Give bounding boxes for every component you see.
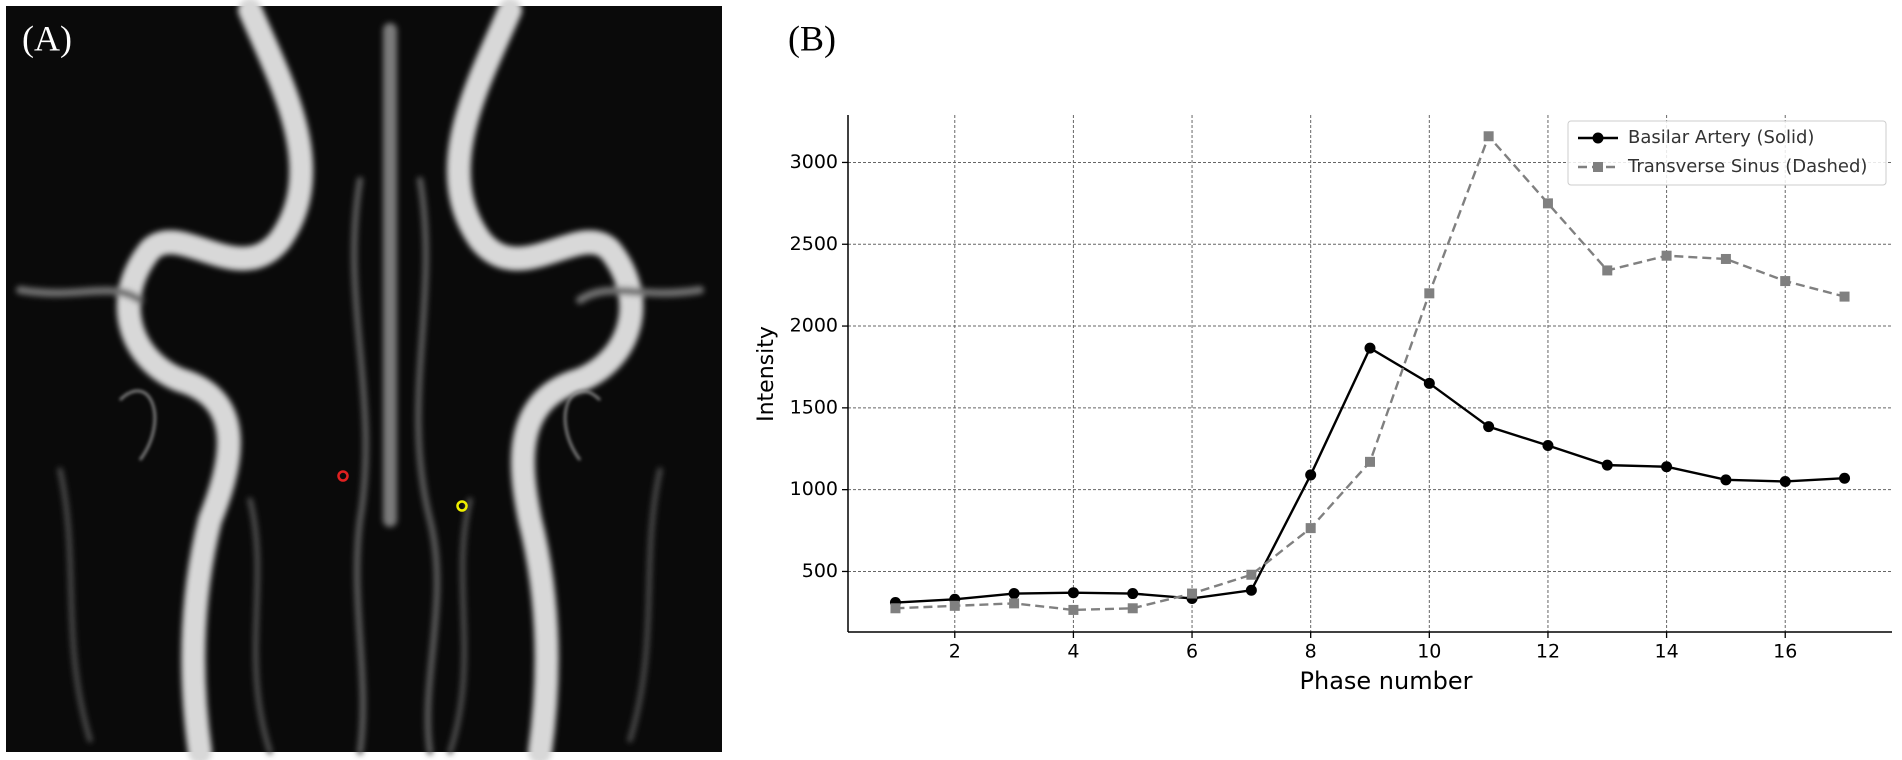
data-point bbox=[1661, 461, 1673, 473]
data-point bbox=[1364, 342, 1376, 354]
data-point bbox=[1483, 421, 1495, 433]
y-tick-label: 500 bbox=[802, 560, 838, 582]
x-tick-label: 6 bbox=[1186, 641, 1198, 663]
legend-label: Transverse Sinus (Dashed) bbox=[1627, 156, 1867, 177]
x-tick-label: 16 bbox=[1773, 641, 1797, 663]
data-point bbox=[1424, 288, 1435, 299]
panel-label: (A) bbox=[22, 18, 72, 58]
data-point bbox=[1305, 469, 1317, 481]
data-point bbox=[1245, 584, 1257, 596]
data-point bbox=[1542, 198, 1553, 209]
data-point bbox=[1661, 250, 1672, 261]
x-tick-label: 10 bbox=[1417, 641, 1441, 663]
roi-red bbox=[337, 470, 349, 482]
data-point bbox=[1779, 475, 1791, 487]
series-line bbox=[895, 346, 1845, 604]
mra-image bbox=[6, 0, 722, 760]
data-point bbox=[1127, 588, 1139, 600]
x-tick-label: 12 bbox=[1536, 641, 1560, 663]
data-point bbox=[1839, 472, 1851, 484]
x-tick-label: 14 bbox=[1654, 641, 1678, 663]
y-tick-label: 1000 bbox=[790, 478, 838, 500]
y-tick-label: 3000 bbox=[790, 151, 838, 173]
data-point bbox=[890, 603, 901, 614]
data-point bbox=[1067, 587, 1079, 599]
data-point bbox=[1720, 474, 1732, 486]
data-point bbox=[1780, 276, 1791, 287]
series-line bbox=[895, 133, 1845, 612]
data-point bbox=[1423, 377, 1435, 389]
data-point bbox=[1008, 588, 1020, 600]
data-point bbox=[1365, 456, 1375, 467]
data-point bbox=[1483, 131, 1494, 142]
data-point bbox=[1839, 291, 1850, 302]
legend-marker bbox=[1593, 162, 1603, 172]
x-tick-label: 2 bbox=[949, 641, 961, 663]
roi-yellow bbox=[456, 500, 468, 512]
data-point bbox=[1720, 253, 1731, 264]
y-tick-label: 1500 bbox=[790, 396, 838, 418]
data-point bbox=[1187, 588, 1198, 599]
y-axis-title: Intensity bbox=[754, 326, 779, 422]
data-point bbox=[949, 600, 960, 611]
x-tick-label: 4 bbox=[1067, 641, 1079, 663]
panel-label: (B) bbox=[788, 18, 836, 58]
y-tick-label: 2500 bbox=[790, 233, 838, 255]
data-point bbox=[1127, 603, 1138, 614]
data-point bbox=[1305, 523, 1316, 534]
legend-marker bbox=[1592, 132, 1604, 144]
y-tick-label: 2000 bbox=[790, 315, 838, 337]
data-point bbox=[1246, 569, 1257, 580]
data-point bbox=[1542, 439, 1554, 451]
data-point bbox=[1601, 459, 1613, 471]
x-axis-title: Phase number bbox=[1300, 667, 1473, 695]
legend-box bbox=[1567, 120, 1887, 186]
data-point bbox=[1602, 265, 1613, 276]
data-point bbox=[1009, 598, 1020, 609]
x-tick-label: 8 bbox=[1305, 641, 1317, 663]
data-point bbox=[1068, 604, 1079, 615]
legend-label: Basilar Artery (Solid) bbox=[1628, 127, 1814, 148]
